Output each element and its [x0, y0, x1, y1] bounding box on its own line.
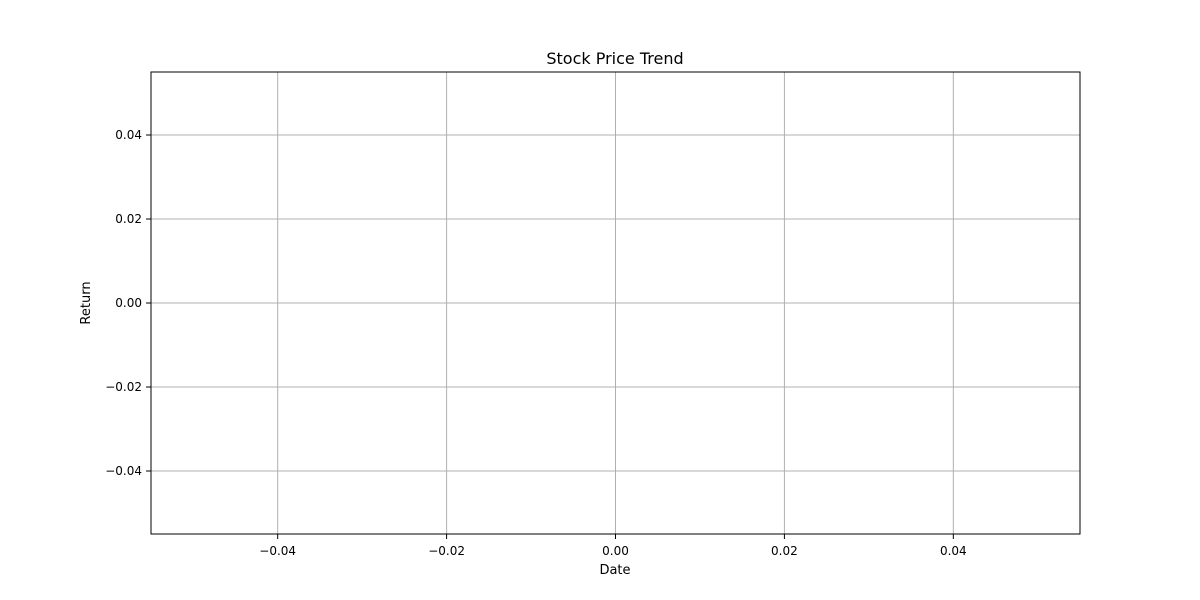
- y-tick-label: 0.02: [115, 212, 142, 226]
- y-tick-label: −0.04: [105, 464, 142, 478]
- chart-title: Stock Price Trend: [546, 49, 683, 68]
- y-tick-label: −0.02: [105, 380, 142, 394]
- x-tick-label: 0.00: [602, 544, 629, 558]
- x-tick-label: −0.04: [259, 544, 296, 558]
- y-axis-label: Return: [79, 281, 94, 324]
- x-tick-label: 0.02: [771, 544, 798, 558]
- x-axis-label: Date: [599, 563, 630, 578]
- plot-area: [150, 71, 1081, 535]
- x-axis: −0.04 −0.02 0.00 0.02 0.04: [259, 534, 967, 558]
- x-tick-label: −0.02: [428, 544, 465, 558]
- x-tick-label: 0.04: [940, 544, 967, 558]
- y-tick-label: 0.04: [115, 128, 142, 142]
- y-tick-label: 0.00: [115, 296, 142, 310]
- y-axis: −0.04 −0.02 0.00 0.02 0.04: [105, 128, 151, 478]
- y-gridlines: [151, 134, 1080, 472]
